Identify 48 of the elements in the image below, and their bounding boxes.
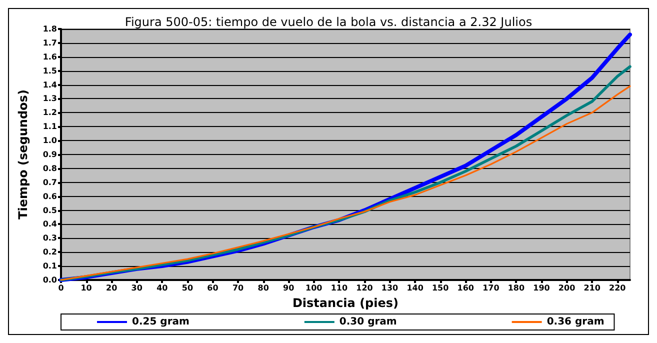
y-tick-label: 0.3 <box>42 234 57 243</box>
x-tick-label: 180 <box>508 284 525 292</box>
x-tick-label: 170 <box>482 284 500 292</box>
x-tick-label: 190 <box>533 284 550 292</box>
y-tick-label: 1.6 <box>42 52 58 62</box>
x-tick-label: 80 <box>258 284 270 292</box>
chart-title: Figura 500-05: tiempo de vuelo de la bola vs. distancia a 2.32 Julios <box>124 15 532 29</box>
y-tick-label: 1.3 <box>42 94 57 104</box>
x-tick-label: 200 <box>558 284 576 292</box>
x-axis-title: Distancia (pies) <box>292 296 399 310</box>
x-tick-label: 10 <box>80 284 92 292</box>
y-tick-label: 0.1 <box>42 262 58 271</box>
x-tick-label: 130 <box>381 284 399 292</box>
x-tick-label: 100 <box>306 284 323 292</box>
x-tick-label: 20 <box>106 284 118 292</box>
y-tick-label: 1.5 <box>42 66 58 76</box>
y-tick-label: 0.5 <box>42 206 58 215</box>
x-tick-label: 30 <box>131 284 143 292</box>
x-tick-label: 160 <box>457 284 474 292</box>
y-tick-label: 1.1 <box>42 122 58 132</box>
y-tick-label: 1.8 <box>42 24 58 34</box>
y-tick-label: 0.8 <box>42 164 58 173</box>
x-tick-label: 60 <box>207 284 219 292</box>
x-tick-label: 90 <box>283 284 295 292</box>
y-tick-label: 1.2 <box>42 108 57 118</box>
y-tick-label: 0.9 <box>42 150 58 159</box>
y-tick-label: 1.0 <box>42 136 58 146</box>
x-tick-label: 0 <box>58 284 64 292</box>
y-tick-label: 0.2 <box>42 248 57 257</box>
y-axis-title: Tiempo (segundos) <box>16 90 30 220</box>
y-tick-label: 0.4 <box>42 220 58 229</box>
legend-label: 0.25 gram <box>132 316 190 328</box>
x-tick-label: 110 <box>330 284 348 292</box>
x-tick-label: 150 <box>432 284 450 292</box>
x-tick-label: 70 <box>232 284 244 292</box>
y-tick-label: 1.7 <box>42 38 57 48</box>
y-tick-label: 0.0 <box>42 276 58 284</box>
y-tick-label: 1.4 <box>42 80 58 90</box>
legend-label: 0.30 gram <box>339 316 397 328</box>
y-tick-label: 0.6 <box>42 192 58 201</box>
x-tick-label: 50 <box>182 284 194 292</box>
legend-label: 0.36 gram <box>546 316 604 328</box>
x-tick-label: 210 <box>584 284 601 292</box>
x-tick-label: 220 <box>609 284 626 292</box>
x-tick-label: 40 <box>156 284 168 292</box>
x-tick-label: 140 <box>406 284 424 292</box>
y-tick-label: 0.7 <box>42 178 57 187</box>
x-tick-label: 120 <box>356 284 374 292</box>
